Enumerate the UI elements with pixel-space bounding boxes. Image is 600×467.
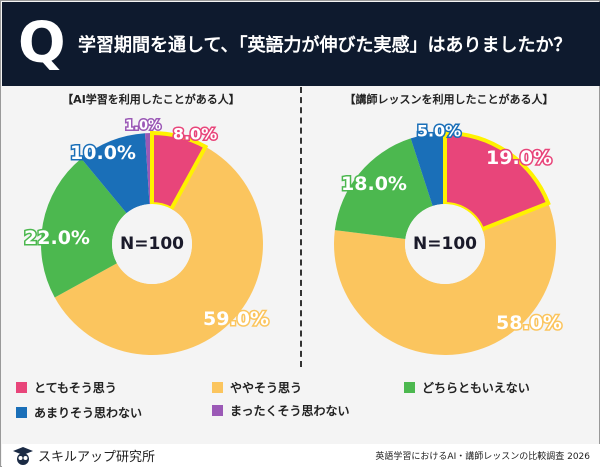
brand-logo: スキルアップ研究所 xyxy=(12,446,155,466)
pie-slice xyxy=(445,133,549,230)
pie-slice xyxy=(152,133,206,209)
q-mark: Q xyxy=(18,11,66,76)
chart-title-teacher: 【講師レッスンを利用したことがある人】 xyxy=(344,93,554,106)
center-label: N=100 xyxy=(120,234,184,254)
pie-slice xyxy=(410,133,445,206)
chart-title-ai: 【AI学習を利用したことがある人】 xyxy=(62,93,240,106)
data-label: 22.0% xyxy=(24,227,90,249)
data-label: 59.0% xyxy=(203,308,269,330)
pie-slice xyxy=(81,133,150,214)
legend-swatch xyxy=(16,407,27,418)
pie-slice xyxy=(54,146,264,355)
donut-chart-teacher: N=100 19.0% 58.0% 18.0% 5.0% xyxy=(334,120,563,356)
legend-swatch xyxy=(404,382,415,393)
data-label: 5.0% xyxy=(417,122,461,141)
question-header: Q 学習期間を通して、「英語力が伸びた実感」はありましたか？ xyxy=(2,2,600,86)
footer: スキルアップ研究所 英語学習におけるAI・講師レッスンの比較調査 2026 xyxy=(2,444,600,467)
data-label: 8.0% xyxy=(173,125,217,144)
data-label: 19.0% xyxy=(486,147,552,169)
legend-swatch xyxy=(212,405,223,416)
legend-item-somewhat-agree: ややそう思う xyxy=(212,379,302,396)
legend-swatch xyxy=(16,382,27,393)
donut-chart-ai: N=100 8.0% 59.0% 22.0% 10.0% 1.0% xyxy=(23,117,270,355)
brand-name: スキルアップ研究所 xyxy=(38,450,156,465)
legend-item-neutral: どちらともいえない xyxy=(404,379,530,396)
data-label: 10.0% xyxy=(70,142,136,164)
donut-hole xyxy=(405,204,485,284)
owl-graduate-icon xyxy=(13,446,33,465)
pie-slice xyxy=(334,138,433,239)
center-label: N=100 xyxy=(413,234,477,254)
question-title: 学習期間を通して、「英語力が伸びた実感」はありましたか？ xyxy=(78,35,572,56)
legend-swatch xyxy=(212,382,223,393)
pie-slice xyxy=(41,158,127,298)
divider xyxy=(300,87,302,367)
survey-credit: 英語学習におけるAI・講師レッスンの比較調査 2026 xyxy=(375,452,590,462)
legend-item-strongly-disagree: まったくそう思わない xyxy=(212,402,350,419)
legend-item-somewhat-disagree: あまりそう思わない xyxy=(16,404,142,421)
pie-slice xyxy=(334,203,556,356)
data-label: 1.0% xyxy=(125,119,161,134)
donut-hole xyxy=(112,204,192,284)
data-label: 58.0% xyxy=(496,312,562,334)
data-label: 18.0% xyxy=(341,173,407,195)
legend-item-strongly-agree: とてもそう思う xyxy=(16,379,117,396)
